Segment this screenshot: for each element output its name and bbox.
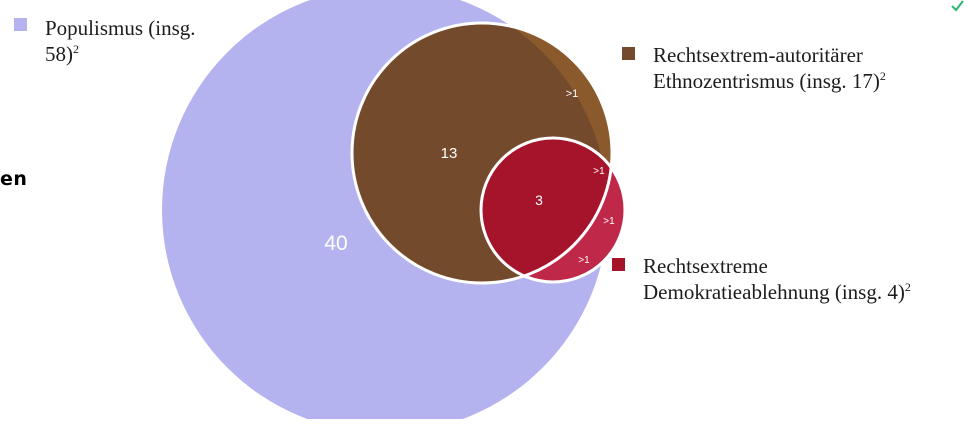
legend-demo-sup: 2 [904, 280, 911, 294]
legend-demo-line2: Demokratieablehnung (insg. 4) [643, 280, 905, 304]
label-ethno-demo: >1 [593, 166, 605, 177]
legend-swatch-populismus [14, 18, 27, 31]
cropped-side-text: en [0, 168, 28, 190]
legend-ethno-line2-wrap: Ethnozentrismus (insg. 17)2 [653, 68, 886, 94]
label-ethno-populismus: 13 [441, 145, 458, 162]
legend-populismus-line1: Populismus (insg. [45, 16, 196, 40]
legend-label-ethno: Rechtsextrem-autoritärer Ethnozentrismus… [653, 42, 886, 94]
legend-swatch-ethno [622, 47, 635, 60]
demo-outline [479, 136, 627, 284]
legend-ethno: Rechtsextrem-autoritärer Ethnozentrismus… [622, 42, 886, 94]
legend-ethno-sup: 2 [879, 69, 886, 83]
legend-populismus-line2: 58) [45, 42, 73, 66]
legend-label-demo: Rechtsextreme Demokratieablehnung (insg.… [643, 253, 911, 305]
legend-swatch-demo [612, 258, 625, 271]
label-demo-only: >1 [603, 216, 615, 227]
legend-populismus: Populismus (insg. 58)2 [14, 15, 196, 67]
legend-demo-line2-wrap: Demokratieablehnung (insg. 4)2 [643, 279, 911, 305]
label-all-three: 3 [535, 192, 543, 208]
legend-ethno-line2: Ethnozentrismus (insg. 17) [653, 69, 880, 93]
label-ethno-only: >1 [566, 88, 579, 100]
legend-demo-line1: Rechtsextreme [643, 254, 768, 278]
legend-populismus-line2-wrap: 58)2 [45, 41, 196, 67]
legend-demo: Rechtsextreme Demokratieablehnung (insg.… [612, 253, 911, 305]
label-demo-populismus: >1 [578, 255, 590, 266]
legend-ethno-line1: Rechtsextrem-autoritärer [653, 43, 863, 67]
checkmark-icon [951, 0, 964, 12]
legend-label-populismus: Populismus (insg. 58)2 [45, 15, 196, 67]
ethno-populismus-overlap [352, 23, 608, 283]
label-populismus-only: 40 [324, 232, 347, 255]
ethno-outline [350, 21, 614, 285]
legend-populismus-sup: 2 [73, 42, 79, 56]
